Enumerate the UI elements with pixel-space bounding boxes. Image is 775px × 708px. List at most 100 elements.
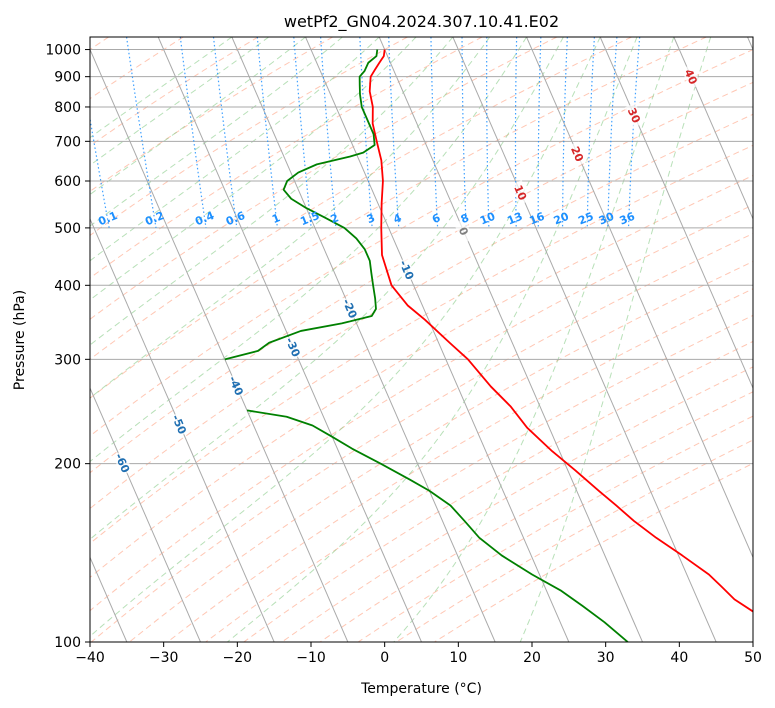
isotherm-line — [90, 217, 275, 642]
isotherm-label-bg — [283, 334, 304, 360]
mixing-ratio-line — [212, 37, 238, 228]
mixing-ratio-label: 13 — [505, 210, 524, 228]
moist-adiabat-line — [90, 37, 454, 346]
mixing-ratio-label: 10 — [478, 210, 497, 228]
isotherm-label: 10 — [511, 183, 529, 203]
isotherm-line — [378, 37, 643, 642]
mixing-ratio-line — [293, 37, 312, 228]
isotherm-label-bg — [226, 373, 247, 399]
x-tick-label: −20 — [223, 650, 253, 666]
moist-adiabat-line — [90, 37, 270, 166]
isotherm-line — [305, 37, 570, 642]
mixing-ratio-label: 25 — [576, 210, 595, 228]
isotherm-line — [90, 386, 201, 642]
y-axis-label: Pressure (hPa) — [12, 290, 28, 390]
dry-adiabat-line — [90, 113, 753, 510]
moist-adiabat-line — [227, 37, 638, 642]
moist-adiabat-line — [90, 37, 527, 463]
y-tick-label: 1000 — [45, 43, 81, 59]
y-tick-label: 100 — [54, 635, 81, 651]
y-tick-label: 600 — [54, 174, 81, 190]
y-tick-label: 400 — [54, 278, 81, 294]
moist-adiabat-line — [90, 37, 306, 196]
dry-adiabat-line — [90, 37, 334, 192]
dry-adiabat-line — [319, 391, 753, 642]
dewpoint-upper-line — [246, 409, 629, 642]
isotherm-label-bg — [340, 295, 360, 321]
isotherm-line — [673, 37, 753, 221]
mixing-ratio-line — [320, 37, 337, 228]
mixing-ratio-lines — [90, 37, 641, 229]
isotherm-label-bg — [396, 257, 417, 283]
plot-frame — [89, 36, 754, 643]
isotherm-line — [452, 37, 717, 642]
mixing-ratio-label: 1 — [270, 211, 282, 226]
isotherm-label-bg — [510, 180, 531, 206]
isotherm-line — [231, 37, 496, 642]
x-tick-label: 50 — [744, 650, 762, 666]
dry-adiabat-line — [90, 37, 632, 360]
y-tick-label: 800 — [54, 100, 81, 116]
isotherm-label-bg — [681, 64, 702, 90]
x-tick-label: 40 — [670, 650, 688, 666]
mixing-ratio-label: 30 — [597, 210, 616, 228]
mixing-ratio-labels: 0.1 0.2 0.4 0.6 1 1.5 2 3 4 6 8 10 13 16 20 25 30 36 — [96, 209, 637, 228]
mixing-ratio-label: 2 — [329, 211, 341, 226]
mixing-ratio-label: 8 — [459, 211, 471, 226]
chart-title: wetPf2_GN04.2024.307.10.41.E02 — [284, 12, 559, 32]
mixing-ratio-label: 20 — [552, 210, 571, 228]
dry-adiabat-line — [90, 174, 753, 579]
mixing-ratio-label: 3 — [365, 211, 377, 226]
y-tick-label: 500 — [54, 221, 81, 237]
isotherm-label: 20 — [568, 145, 586, 165]
x-tick-label: 20 — [523, 650, 541, 666]
temperature-line — [368, 49, 753, 613]
isotherm-label-bg — [112, 450, 133, 476]
mixing-ratio-label: 16 — [527, 210, 546, 228]
x-tick-label: 0 — [380, 650, 389, 666]
x-axis-label: Temperature (°C) — [360, 681, 482, 697]
isotherm-label-bg — [169, 411, 190, 437]
y-tick-label: 200 — [54, 457, 81, 473]
y-tick-label: 700 — [54, 134, 81, 150]
mixing-ratio-line — [256, 37, 279, 228]
skewed-isotherms — [90, 37, 753, 642]
moist-adiabat-line — [90, 37, 564, 540]
dewpoint-line — [224, 49, 379, 361]
x-tick-label: 30 — [597, 650, 615, 666]
moist-adiabat-line — [90, 37, 233, 139]
dry-adiabat-line — [281, 366, 753, 642]
dry-adiabat-line — [167, 288, 753, 642]
isotherm-label: 40 — [682, 67, 700, 87]
mixing-ratio-label: 36 — [618, 210, 637, 228]
isotherm-line — [90, 48, 349, 642]
sounding-series — [224, 49, 753, 642]
isotherm-label-bg — [624, 102, 645, 128]
mixing-ratio-line — [179, 37, 207, 228]
dry-adiabat-line — [90, 81, 753, 474]
dry-adiabat-line — [90, 37, 558, 320]
isotherm-line — [526, 37, 753, 559]
isotherm-label: 30 — [625, 106, 643, 126]
x-tick-label: −10 — [296, 650, 326, 666]
x-tick-label: −40 — [75, 650, 105, 666]
moist-adiabat-line — [393, 37, 675, 642]
dry-adiabat-line — [90, 144, 753, 545]
x-tick-label: −30 — [149, 650, 179, 666]
y-axis-ticks: 100 200 300 400 500 600 700 800 900 1000 — [45, 43, 90, 651]
pressure-gridlines — [90, 49, 753, 642]
isotherm-label-bg — [453, 218, 474, 244]
x-axis-ticks: −40 −30 −20 −10 0 10 20 30 40 50 — [75, 642, 762, 666]
y-tick-label: 900 — [54, 70, 81, 86]
isotherm-line — [599, 37, 753, 390]
dry-adiabat-line — [129, 260, 753, 642]
isotherm-label-bg — [567, 141, 588, 167]
mixing-ratio-line — [125, 37, 157, 228]
y-tick-label: 300 — [54, 352, 81, 368]
dry-adiabat-line — [90, 37, 259, 147]
moist-adiabat-line — [90, 37, 380, 262]
x-tick-label: 10 — [449, 650, 467, 666]
